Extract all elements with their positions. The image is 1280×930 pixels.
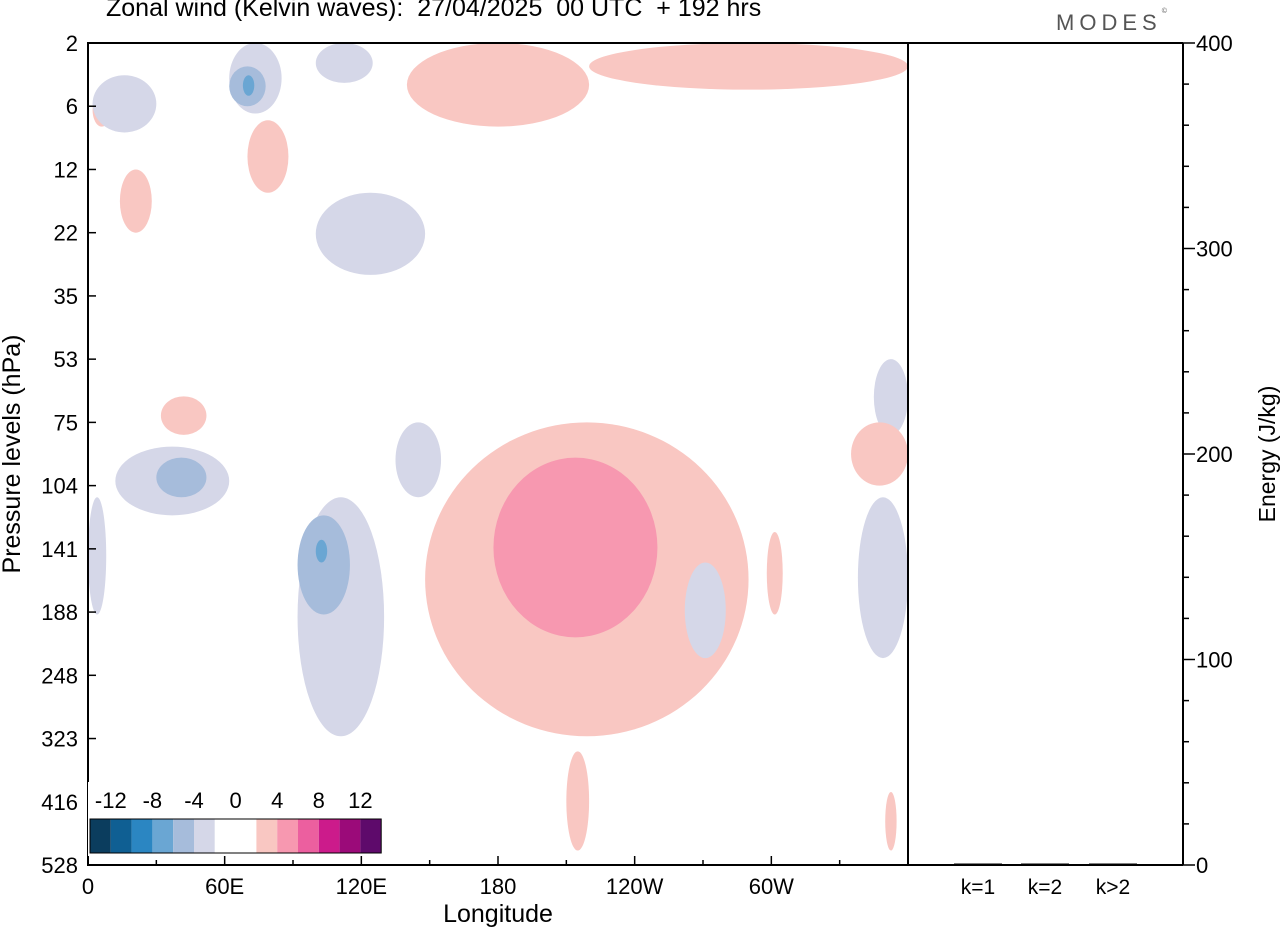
legend-label: 4 <box>271 788 283 813</box>
wind-contours <box>88 43 908 851</box>
pressure-tick-label: 53 <box>54 347 78 372</box>
legend-label: -12 <box>95 788 127 813</box>
longitude-tick-label: 120E <box>336 874 387 899</box>
wind-region <box>873 359 908 435</box>
energy-axis-label: Energy (J/kg) <box>1254 386 1280 523</box>
legend-swatch <box>110 819 132 853</box>
energy-category-label: k=2 <box>1028 876 1062 899</box>
wind-region <box>566 751 590 851</box>
wind-region <box>851 422 908 486</box>
legend-label: 12 <box>348 788 372 813</box>
wind-region <box>493 457 658 638</box>
legend-swatch <box>173 819 194 853</box>
longitude-tick-label: 180 <box>480 874 517 899</box>
wind-region <box>119 169 152 233</box>
longitude-tick-label: 0 <box>82 874 94 899</box>
energy-tick-label: 100 <box>1196 648 1233 673</box>
legend-swatch <box>298 819 319 853</box>
legend-swatch <box>318 819 340 853</box>
pressure-tick-label: 416 <box>41 790 78 815</box>
energy-category-label: k>2 <box>1096 876 1130 899</box>
energy-panel: 0 100 200 300 400 k=1 k=2 k>2 <box>954 31 1233 899</box>
energy-tick-label: 400 <box>1196 31 1233 56</box>
legend-swatch <box>131 819 153 853</box>
energy-tick-label: 300 <box>1196 237 1233 262</box>
wind-region <box>857 497 908 659</box>
legend-swatch <box>360 819 382 853</box>
pressure-tick-label: 75 <box>54 410 78 435</box>
wind-region <box>315 43 373 83</box>
wind-region <box>88 497 107 615</box>
brand-mark: © <box>1161 8 1167 15</box>
wind-region <box>766 531 783 615</box>
legend-swatch <box>194 819 215 853</box>
wind-region <box>297 515 350 615</box>
pressure-tick-label: 6 <box>66 94 78 119</box>
wind-region <box>160 396 207 435</box>
pressure-tick-label: 188 <box>41 600 78 625</box>
wind-region <box>242 75 255 96</box>
pressure-axis: 2 6 12 22 35 53 75 104 141 188 248 323 416 528 <box>41 31 96 878</box>
energy-bar <box>1089 863 1137 865</box>
longitude-tick-label: 120W <box>606 874 664 899</box>
wind-region <box>156 457 207 498</box>
legend-swatch <box>90 819 111 853</box>
pressure-tick-label: 22 <box>54 221 78 246</box>
wind-region <box>315 192 426 275</box>
y-axis-label: Pressure levels (hPa) <box>0 335 26 574</box>
longitude-tick-label: 60W <box>749 874 794 899</box>
pressure-tick-label: 323 <box>41 727 78 752</box>
legend-swatch <box>277 819 298 853</box>
brand-text: MODES <box>1056 10 1162 35</box>
brand-logo: MODES© <box>1056 8 1167 36</box>
energy-bar <box>1021 863 1069 865</box>
wind-region <box>406 43 590 127</box>
wind-region <box>395 422 442 498</box>
longitude-tick-label: 60E <box>205 874 244 899</box>
legend-label: -8 <box>143 788 163 813</box>
longitude-axis: 0 60E 120E 180 120W 60W <box>82 856 909 899</box>
pressure-tick-label: 2 <box>66 31 78 56</box>
colorbar-legend: -12 -8 -4 0 4 8 12 <box>88 782 382 856</box>
legend-border <box>89 818 382 854</box>
x-axis-label: Longitude <box>443 900 553 928</box>
energy-tick-label: 200 <box>1196 442 1233 467</box>
pressure-tick-label: 104 <box>41 474 78 499</box>
pressure-tick-label: 35 <box>54 284 78 309</box>
wind-region <box>589 43 908 90</box>
energy-tick-label: 0 <box>1196 853 1208 878</box>
legend-label: 0 <box>229 788 241 813</box>
energy-category-label: k=1 <box>961 876 995 899</box>
pressure-tick-label: 12 <box>54 157 78 182</box>
wind-region <box>92 75 157 133</box>
pressure-tick-label: 248 <box>41 663 78 688</box>
wind-region <box>885 791 897 851</box>
legend-swatch <box>235 819 257 853</box>
wind-region <box>684 562 726 659</box>
legend-swatch <box>214 819 236 853</box>
energy-bar <box>954 863 1002 865</box>
legend-swatch <box>152 819 174 853</box>
pressure-tick-label: 528 <box>41 853 78 878</box>
legend-label: -4 <box>184 788 204 813</box>
legend-swatch <box>256 819 278 853</box>
wind-region <box>247 120 289 193</box>
legend-label: 8 <box>313 788 325 813</box>
chart-title: Zonal wind (Kelvin waves): 27/04/2025 00… <box>106 0 762 22</box>
wind-region <box>315 539 328 563</box>
pressure-tick-label: 141 <box>41 537 78 562</box>
legend-swatch <box>339 819 361 853</box>
